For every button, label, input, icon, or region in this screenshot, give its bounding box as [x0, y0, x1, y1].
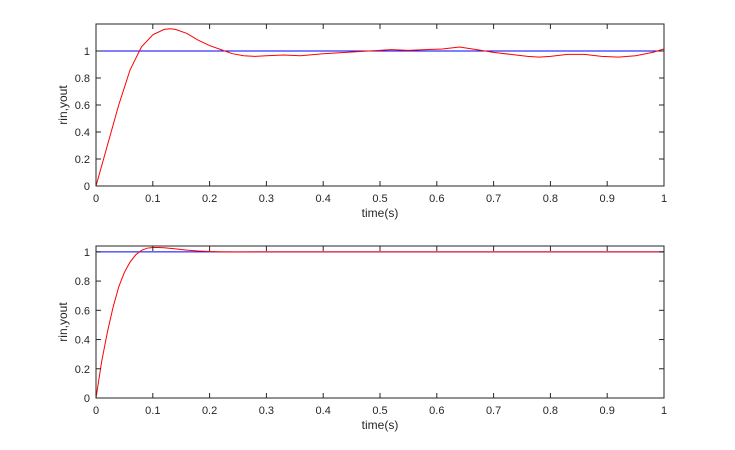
x-tick-label: 0.5 — [372, 193, 387, 205]
x-tick-label: 0.6 — [429, 193, 444, 205]
x-tick-label: 0 — [93, 193, 99, 205]
y-tick-label: 0 — [84, 181, 90, 193]
x-tick-label: 0.8 — [543, 405, 558, 417]
x-tick-label: 0.1 — [145, 193, 160, 205]
y-tick-label: 0.2 — [75, 154, 90, 166]
x-axis-label: time(s) — [362, 418, 399, 432]
y-tick-label: 0.6 — [75, 305, 90, 317]
x-tick-label: 1 — [661, 193, 667, 205]
y-tick-label: 0.4 — [75, 335, 90, 347]
response-line-yout — [95, 246, 664, 399]
y-axis-label: rin,yout — [56, 85, 70, 125]
x-tick-label: 0.6 — [429, 405, 444, 417]
y-tick-label: 1 — [84, 247, 90, 259]
x-tick-label: 0.9 — [600, 405, 615, 417]
y-tick-label: 0 — [84, 393, 90, 405]
y-tick-label: 0.8 — [75, 276, 90, 288]
subplot-top: 0 0.1 0.2 0.3 0.4 0.5 0.6 0.7 0.8 0.9 1 0 0.2 0.4 0.6 0… — [56, 23, 667, 220]
x-axis-label: time(s) — [362, 206, 399, 220]
x-tick-label: 0.1 — [145, 405, 160, 417]
x-tick-label: 0.7 — [486, 193, 501, 205]
x-tick-label: 0.4 — [316, 405, 331, 417]
x-tick-label: 0.2 — [202, 405, 217, 417]
y-tick-label: 0.4 — [75, 127, 90, 139]
y-tick-label: 0.2 — [75, 364, 90, 376]
x-tick-label: 0.9 — [600, 193, 615, 205]
response-line-yout — [95, 28, 665, 187]
y-tick-label: 0.8 — [75, 73, 90, 85]
x-tick-label: 1 — [661, 405, 667, 417]
x-tick-label: 0.8 — [543, 193, 558, 205]
subplot-bottom: 0 0.1 0.2 0.3 0.4 0.5 0.6 0.7 0.8 0.9 1 0 0.2 0.4 0.6 0… — [56, 245, 667, 432]
x-tick-label: 0.3 — [259, 193, 274, 205]
x-tick-label: 0.7 — [486, 405, 501, 417]
y-axis-label: rin,yout — [56, 302, 70, 342]
y-tick-label: 0.6 — [75, 100, 90, 112]
x-tick-label: 0 — [93, 405, 99, 417]
x-tick-label: 0.5 — [372, 405, 387, 417]
axes-frame — [95, 245, 665, 399]
y-tick-label: 1 — [84, 46, 90, 58]
x-tick-label: 0.3 — [259, 405, 274, 417]
axes-frame — [95, 23, 665, 187]
x-tick-label: 0.4 — [316, 193, 331, 205]
x-tick-label: 0.2 — [202, 193, 217, 205]
